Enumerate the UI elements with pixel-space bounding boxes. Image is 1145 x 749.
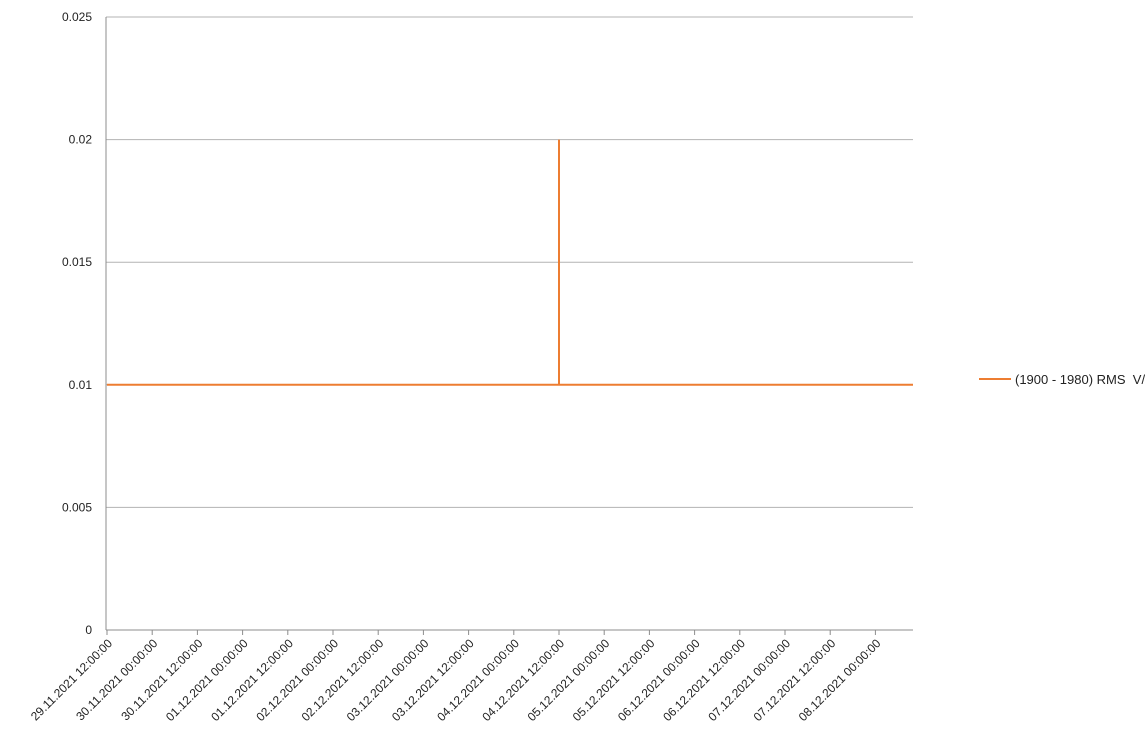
y-tick-label: 0.015 [62,255,92,269]
y-tick-label: 0.01 [69,378,93,392]
x-tick-label: 08.12.2021 00:00:00 [796,636,884,724]
y-axis-tick-labels: 0 0.005 0.01 0.015 0.02 0.025 [62,10,92,637]
x-tick-label: 03.12.2021 12:00:00 [389,636,477,724]
x-tick-label: 06.12.2021 12:00:00 [660,636,748,724]
legend-label-series-1: (1900 - 1980) RMS V/m [1015,371,1145,387]
x-tick-label: 01.12.2021 00:00:00 [163,636,251,724]
x-tick-label: 03.12.2021 00:00:00 [344,636,432,724]
x-tick-label: 04.12.2021 00:00:00 [434,636,522,724]
x-tick-label: 04.12.2021 12:00:00 [479,636,567,724]
x-tick-label: 05.12.2021 00:00:00 [525,636,613,724]
x-tick-label: 30.11.2021 12:00:00 [118,636,205,723]
x-tick-label: 07.12.2021 00:00:00 [705,636,793,724]
y-tick-label: 0.005 [62,500,92,514]
y-tick-label: 0.02 [69,133,93,147]
legend-swatch-series-1 [979,378,1011,380]
x-tick-label: 05.12.2021 12:00:00 [570,636,658,724]
series-line-1 [107,139,913,386]
y-tick-label: 0 [85,623,92,637]
gridlines [106,16,913,508]
x-tick-label: 02.12.2021 00:00:00 [253,636,341,724]
x-tick-label: 29.11.2021 12:00:00 [28,636,115,723]
axes [105,17,913,635]
x-tick-label: 07.12.2021 12:00:00 [751,636,839,724]
x-tick-label: 01.12.2021 12:00:00 [208,636,296,724]
legend: (1900 - 1980) RMS V/m [979,370,1145,388]
x-tick-label: 06.12.2021 00:00:00 [615,636,703,724]
x-tick-label: 30.11.2021 00:00:00 [73,636,160,723]
series-lines [107,139,913,386]
x-tick-label: 02.12.2021 12:00:00 [299,636,387,724]
y-tick-label: 0.025 [62,10,92,24]
